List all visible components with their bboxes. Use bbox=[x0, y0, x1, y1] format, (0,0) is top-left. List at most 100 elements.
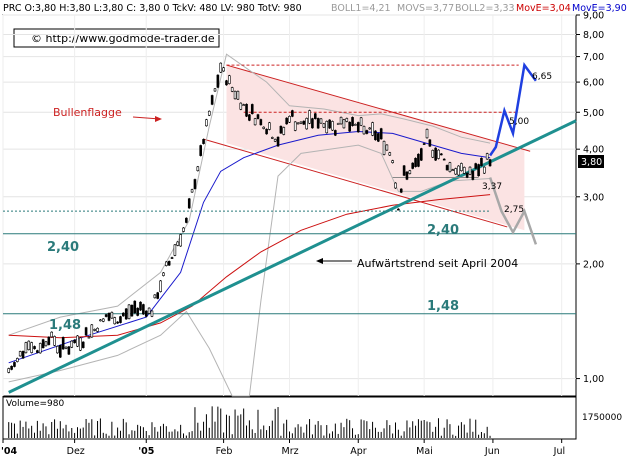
price-bar-body bbox=[150, 310, 154, 317]
price-bar-body bbox=[411, 162, 414, 169]
price-bar-body bbox=[159, 280, 162, 292]
price-bar-body bbox=[445, 165, 449, 171]
price-bar-body bbox=[38, 343, 42, 354]
price-bar-body bbox=[58, 344, 62, 358]
price-bar-body bbox=[368, 127, 372, 130]
forecast-up-path bbox=[489, 61, 537, 157]
price-bar-body bbox=[202, 139, 205, 144]
price-bar-body bbox=[53, 336, 56, 346]
price-bar-body bbox=[322, 123, 326, 128]
price-bar-body bbox=[377, 133, 380, 142]
price-bar-body bbox=[311, 118, 314, 129]
bollinger-upper bbox=[8, 53, 491, 336]
price-bar-body bbox=[440, 153, 443, 156]
y-tick-label: 5,00 bbox=[583, 108, 604, 119]
y-tick-label: 9,00 bbox=[583, 11, 604, 22]
y-tick-label: 6,00 bbox=[583, 78, 604, 89]
price-bar-body bbox=[199, 145, 202, 156]
price-bar-body bbox=[122, 312, 125, 317]
price-bar-body bbox=[127, 304, 131, 319]
price-bar-body bbox=[485, 153, 489, 160]
annotation-bullenflagge: Bullenflagge bbox=[53, 106, 122, 119]
price-bar-body bbox=[36, 350, 39, 353]
price-bar-body bbox=[262, 126, 266, 129]
price-bar-body bbox=[285, 117, 288, 125]
price-bar-body bbox=[362, 126, 366, 135]
price-bar-body bbox=[219, 62, 223, 73]
price-bar-body bbox=[50, 331, 54, 338]
price-bar-body bbox=[374, 130, 377, 141]
price-bar-body bbox=[448, 162, 452, 172]
price-bar-body bbox=[279, 125, 283, 134]
price-bar-body bbox=[359, 117, 363, 126]
copyright-text[interactable]: © http://www.godmode-trader.de bbox=[31, 32, 215, 45]
price-bar-body bbox=[216, 74, 220, 88]
price-bar-body bbox=[179, 234, 182, 247]
price-bar-body bbox=[210, 95, 214, 105]
price-bar-body bbox=[417, 153, 420, 167]
price-bar-body bbox=[21, 351, 25, 359]
price-bar-body bbox=[33, 346, 36, 350]
price-bar-body bbox=[107, 312, 111, 321]
x-tick-label: Jun bbox=[484, 446, 500, 457]
price-bar-body bbox=[356, 122, 360, 133]
x-tick-label: Apr bbox=[350, 446, 367, 457]
price-bar-body bbox=[176, 241, 180, 246]
level-label-148-right: 1,48 bbox=[427, 299, 459, 314]
price-bar-body bbox=[90, 324, 94, 338]
annotation-bullenflagge-arrowhead bbox=[155, 116, 162, 122]
price-bar-body bbox=[408, 170, 412, 174]
last-price-label: 3,80 bbox=[581, 157, 602, 168]
level-label-240-right: 2,40 bbox=[427, 223, 459, 238]
price-bar-body bbox=[471, 170, 475, 180]
last-price-badge bbox=[578, 155, 604, 168]
price-bar-body bbox=[397, 208, 400, 211]
price-bar-body bbox=[167, 261, 171, 266]
price-bar-body bbox=[73, 339, 76, 344]
price-bar-body bbox=[93, 329, 96, 331]
price-bar-body bbox=[162, 272, 165, 276]
y-axis: 9,00 8,00 7,00 6,00 5,00 4,00 3,00 2,00 1,00 bbox=[576, 11, 604, 385]
price-bar-body bbox=[230, 87, 234, 92]
price-bar-body bbox=[271, 137, 274, 139]
price-bar-body bbox=[402, 165, 406, 176]
price-bar-body bbox=[30, 342, 33, 353]
price-bar-body bbox=[336, 123, 340, 125]
price-bar-body bbox=[104, 314, 108, 317]
level-label-500: 5,00 bbox=[509, 117, 529, 127]
x-tick-label: '04 bbox=[1, 446, 18, 457]
price-bar-body bbox=[87, 336, 91, 339]
price-bar-body bbox=[236, 91, 240, 100]
price-bar-body bbox=[431, 150, 435, 158]
price-bar-body bbox=[428, 139, 432, 147]
price-bar-body bbox=[351, 117, 354, 126]
price-bar-body bbox=[70, 340, 74, 348]
price-bar-body bbox=[268, 122, 271, 130]
header-move-red: MovE=3,04 bbox=[516, 3, 571, 14]
price-bar-body bbox=[460, 163, 463, 171]
price-bar-body bbox=[437, 149, 440, 159]
price-bar-body bbox=[239, 102, 243, 110]
price-bar-body bbox=[18, 351, 22, 357]
volume-label: Volume=980 bbox=[6, 399, 64, 409]
price-bar-body bbox=[354, 124, 357, 126]
y-tick-label: 1,00 bbox=[583, 374, 604, 385]
price-bar-body bbox=[170, 257, 174, 259]
price-bar-body bbox=[328, 119, 331, 129]
price-bar-body bbox=[414, 157, 417, 167]
price-bar-body bbox=[394, 182, 397, 189]
x-tick-label: Mai bbox=[416, 446, 433, 457]
annotation-trend: Aufwärtstrend seit April 2004 bbox=[357, 257, 518, 270]
price-bar-body bbox=[165, 261, 168, 266]
price-bar-body bbox=[7, 368, 11, 373]
price-bar-body bbox=[308, 110, 311, 124]
price-bar-body bbox=[196, 166, 200, 172]
price-bar-body bbox=[468, 166, 472, 175]
price-bar-body bbox=[156, 292, 160, 299]
price-bar-body bbox=[319, 118, 323, 124]
price-bar-body bbox=[84, 327, 88, 336]
y-tick-label: 7,00 bbox=[583, 52, 604, 63]
price-bar-body bbox=[136, 307, 139, 316]
price-bar-body bbox=[41, 339, 45, 349]
